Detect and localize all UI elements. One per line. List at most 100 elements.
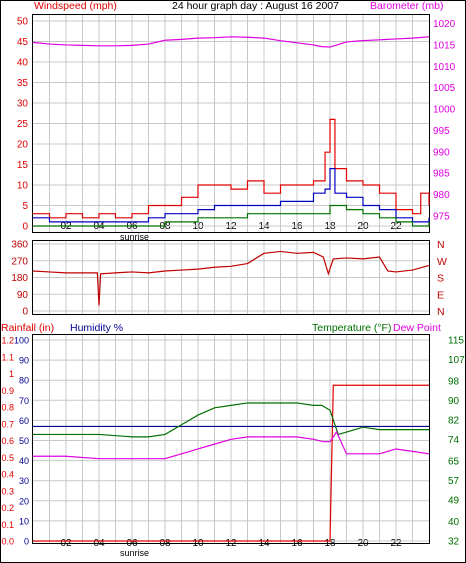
baro-y-tick-label: 1000	[433, 105, 456, 116]
x-tick-label-bottom: 10	[192, 538, 204, 549]
chart-marks: 0202040406060808101012121414161618182020…	[1, 15, 465, 549]
baro-y-tick-label: 1010	[433, 62, 456, 73]
humidity-axis-label: Humidity %	[70, 322, 123, 334]
wind-direction-panel	[32, 240, 430, 315]
x-tick-label-bottom: 12	[225, 538, 237, 549]
wind-y-tick-label: 40	[17, 58, 29, 69]
humidity-y-tick-label: 40	[19, 456, 29, 466]
temperature-y-tick-label: 40	[448, 517, 460, 528]
wind-y-tick-label: 20	[17, 140, 29, 151]
baro-series-line	[32, 36, 430, 48]
rain-y-tick-label: 0.9	[1, 386, 14, 396]
windspeed-axis-label: Windspeed (mph)	[34, 0, 117, 12]
rain-y-tick-label: 0.1	[1, 520, 14, 530]
temperature-y-tick-label: 74	[448, 435, 460, 446]
sunrise-label-top: sunrise	[120, 232, 149, 242]
humidity-y-tick-label: 90	[19, 356, 29, 366]
rain-y-tick-label: 0.8	[1, 403, 14, 413]
temperature-y-tick-label: 49	[448, 495, 460, 506]
rain-y-tick-label: 0.2	[1, 503, 14, 513]
rain-series-line	[33, 384, 429, 542]
humidity-y-tick-label: 0	[24, 537, 29, 547]
humidity-y-tick-label: 60	[19, 416, 29, 426]
rain-y-tick-label: 0.7	[1, 419, 14, 429]
direction-y-tick-label: 0	[22, 307, 28, 318]
dew-series-line	[33, 430, 430, 460]
x-tick-label-bottom: 20	[357, 538, 369, 549]
direction-y-tick-label: 180	[11, 273, 28, 284]
rain-y-tick-label: 0.4	[1, 470, 14, 480]
gust-series-line	[33, 118, 430, 219]
x-tick-label-bottom: 16	[291, 538, 303, 549]
x-tick-label-bottom: 06	[126, 538, 138, 549]
x-tick-label-bottom: 08	[159, 538, 171, 549]
wind-y-tick-label: 15	[17, 160, 29, 171]
humidity-y-tick-label: 80	[19, 376, 29, 386]
baro-y-tick-label: 1015	[433, 40, 456, 51]
baro-y-tick-label: 995	[433, 126, 450, 137]
temperature-y-tick-label: 65	[448, 457, 460, 468]
direction-y-tick-label: 360	[11, 240, 28, 251]
rain-y-tick-label: 0.5	[1, 453, 14, 463]
x-tick-label-bottom: 22	[390, 538, 402, 549]
humidity-y-tick-label: 100	[14, 336, 29, 346]
humidity-y-tick-label: 20	[19, 496, 29, 506]
wind-y-tick-label: 50	[17, 17, 29, 28]
baro-y-tick-label: 1020	[433, 19, 456, 30]
humidity-y-tick-label: 10	[19, 516, 29, 526]
wind-y-tick-label: 10	[17, 181, 29, 192]
compass-tick-label: N	[437, 239, 445, 251]
sunrise-label-bottom: sunrise	[120, 548, 149, 558]
baro-y-tick-label: 1005	[433, 83, 456, 94]
rain-y-tick-label: 0.6	[1, 436, 14, 446]
temp-series-line	[33, 402, 429, 438]
direction-series-line	[32, 250, 430, 306]
x-tick-label-bottom: 04	[93, 538, 105, 549]
wind-baro-panel	[32, 14, 430, 233]
wind-y-tick-label: 25	[17, 119, 29, 130]
baro-y-tick-label: 985	[433, 169, 450, 180]
rain-y-tick-label: 1.2	[1, 336, 14, 346]
compass-tick-label: S	[437, 273, 444, 285]
rain-y-tick-label: 1.1	[1, 352, 14, 362]
chart-title: 24 hour graph day : August 16 2007	[172, 0, 339, 12]
rainfall-axis-label: Rainfall (in)	[1, 322, 54, 334]
compass-tick-label: E	[437, 289, 444, 301]
x-tick-label-bottom: 18	[324, 538, 336, 549]
direction-y-tick-label: 90	[17, 290, 29, 301]
wind-y-tick-label: 0	[22, 222, 28, 233]
baro-y-tick-label: 990	[433, 147, 450, 158]
dew-point-axis-label: Dew Point	[393, 322, 441, 334]
rain-humidity-temp-panel	[32, 334, 430, 544]
compass-tick-label: W	[437, 256, 447, 268]
wind-series-line	[33, 204, 430, 227]
temperature-y-tick-label: 115	[448, 336, 464, 347]
rain-y-tick-label: 0.3	[1, 486, 14, 496]
baro-y-tick-label: 975	[433, 212, 450, 223]
rain-y-tick-label: 0.0	[1, 537, 14, 547]
temperature-y-tick-label: 107	[448, 355, 465, 366]
compass-tick-label: N	[437, 306, 445, 318]
baro-y-tick-label: 980	[433, 190, 450, 201]
wind-y-tick-label: 30	[17, 99, 29, 110]
direction-y-tick-label: 270	[11, 256, 28, 267]
temperature-y-tick-label: 90	[448, 396, 460, 407]
temperature-y-tick-label: 57	[448, 476, 460, 487]
humidity-y-tick-label: 50	[19, 436, 29, 446]
wind-y-tick-label: 35	[17, 78, 29, 89]
wind-y-tick-label: 5	[22, 201, 28, 212]
avg-series-line	[33, 168, 430, 223]
x-tick-label-bottom: 02	[60, 538, 72, 549]
humidity-y-tick-label: 70	[19, 396, 29, 406]
temperature-y-tick-label: 82	[448, 415, 460, 426]
rain-y-tick-label: 1	[9, 369, 14, 379]
temperature-axis-label: Temperature (°F)	[312, 322, 391, 334]
temperature-y-tick-label: 32	[448, 537, 460, 548]
barometer-axis-label: Barometer (mb)	[370, 0, 444, 12]
temperature-y-tick-label: 98	[448, 377, 460, 388]
wind-y-tick-label: 45	[17, 37, 29, 48]
humidity-y-tick-label: 30	[19, 476, 29, 486]
